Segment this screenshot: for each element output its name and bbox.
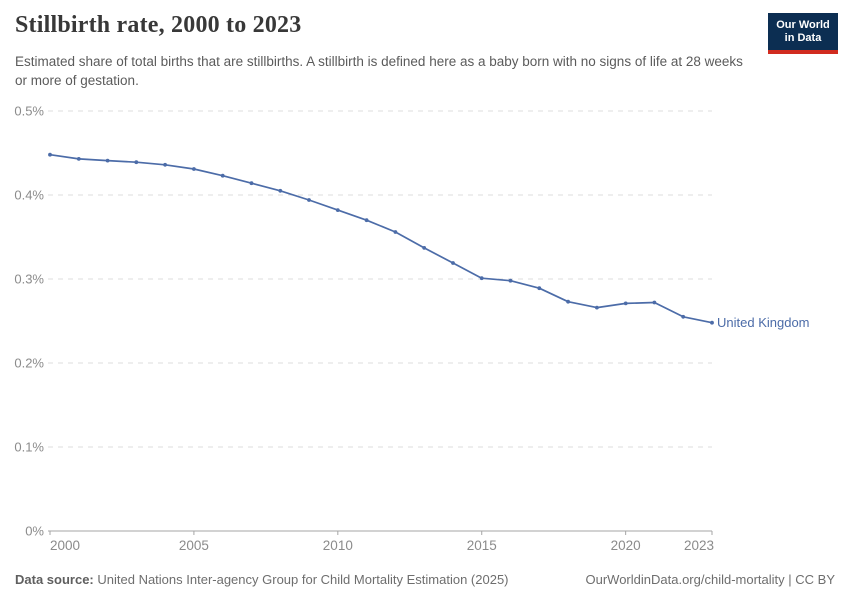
x-axis-label: 2023 [684, 538, 714, 553]
line-chart-svg: 0% 0.1% 0.2% 0.3% 0.4% 0.5% 2000 2005 2010 2015 20… [14, 104, 810, 554]
x-axis-label: 2005 [179, 538, 209, 553]
x-axis-label: 2000 [50, 538, 80, 553]
data-point [335, 208, 340, 212]
data-point [249, 181, 254, 186]
owid-logo-line2: in Data [784, 32, 822, 44]
data-point [595, 305, 599, 310]
y-axis-label: 0.3% [14, 272, 44, 287]
y-axis-label: 0.5% [14, 104, 44, 119]
data-point [451, 261, 455, 265]
data-point [76, 157, 81, 161]
data-source: Data source: United Nations Inter-agency… [15, 572, 509, 587]
data-point [681, 314, 686, 319]
data-point [192, 167, 196, 171]
data-point [422, 246, 427, 250]
data-point [393, 230, 398, 234]
data-point [48, 152, 52, 157]
data-point [278, 188, 283, 193]
entity-label: United Kingdom [717, 315, 810, 330]
data-point [623, 301, 628, 306]
data-point [537, 286, 542, 291]
data-point [364, 218, 369, 223]
data-point [163, 162, 168, 167]
data-line [49, 153, 713, 324]
line-chart: 0% 0.1% 0.2% 0.3% 0.4% 0.5% 2000 2005 2010 2015 20… [0, 90, 850, 568]
data-point [105, 158, 110, 163]
y-axis-label: 0.2% [14, 356, 44, 371]
page-title: Stillbirth rate, 2000 to 2023 [15, 12, 302, 38]
data-source-text: United Nations Inter-agency Group for Ch… [97, 572, 509, 587]
attribution: OurWorldinData.org/child-mortality | CC … [585, 572, 836, 587]
data-point [566, 299, 570, 304]
chart-footer: Data source: United Nations Inter-agency… [15, 572, 835, 587]
data-point [220, 173, 225, 178]
owid-logo: Our World in Data [768, 13, 838, 54]
data-point [134, 160, 139, 165]
data-source-label: Data source: [15, 572, 94, 587]
y-axis-label: 0.4% [14, 188, 44, 203]
data-point [710, 320, 714, 325]
data-point [652, 300, 657, 305]
data-point [479, 276, 484, 281]
data-point [307, 198, 311, 202]
owid-logo-line1: Our World [776, 19, 830, 31]
x-axis-label: 2015 [467, 538, 497, 553]
x-axis-label: 2020 [611, 538, 641, 553]
y-axis-label: 0% [25, 524, 44, 539]
data-point [508, 278, 513, 283]
chart-subtitle: Estimated share of total births that are… [15, 54, 743, 88]
y-axis-label: 0.1% [14, 440, 44, 455]
x-axis-label: 2010 [323, 538, 353, 553]
